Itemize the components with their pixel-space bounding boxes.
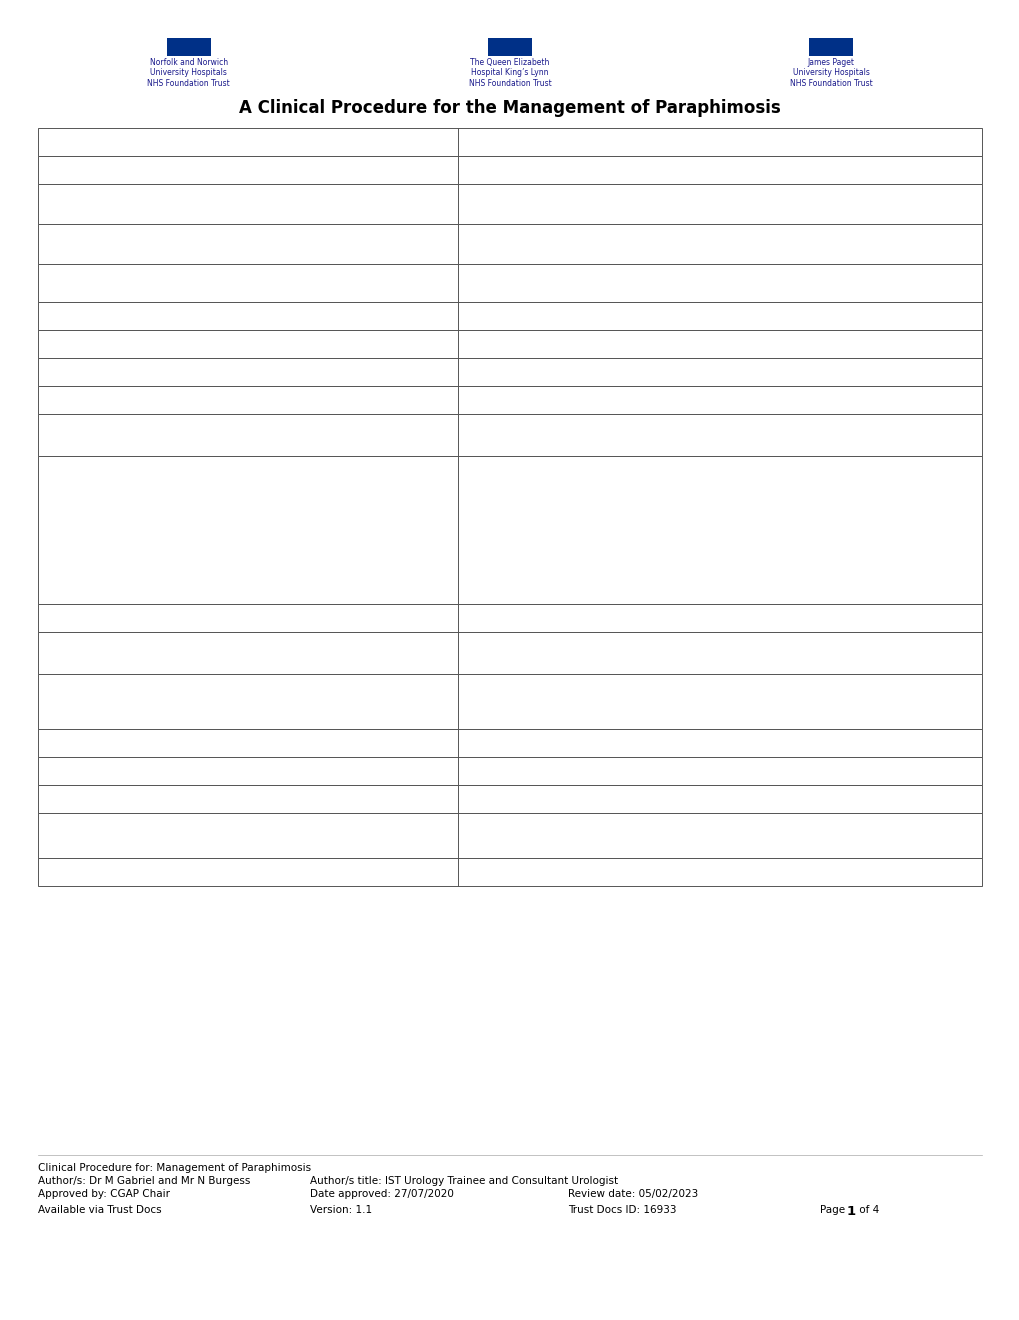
Text: Job title of author’s Line Manager:: Job title of author’s Line Manager:: [46, 393, 287, 407]
Text: NHS: NHS: [816, 41, 845, 54]
Text: of 4: of 4: [855, 1205, 878, 1214]
Text: Version No:: Version No:: [46, 792, 126, 805]
Text: Mr Mark Rochester
Urology Service Director / Consultant: Mr Mark Rochester Urology Service Direct…: [466, 421, 698, 450]
Text: Melissa Gabriel: Melissa Gabriel: [466, 309, 561, 322]
Text: No: No: [466, 866, 483, 879]
Text: Name of document author:: Name of document author:: [46, 309, 235, 322]
Text: Ratified by or reported as approved to
(if applicable):: Ratified by or reported as approved to (…: [46, 639, 317, 668]
Text: Author/s title: IST Urology Trainee and Consultant Urologist: Author/s title: IST Urology Trainee and …: [310, 1176, 618, 1185]
Text: Date of approval:: Date of approval:: [46, 611, 168, 624]
Text: If Yes - does the strategy/policy deviate: If Yes - does the strategy/policy deviat…: [46, 866, 325, 879]
Text: 1.1: 1.1: [466, 792, 485, 805]
Text: This document remains current after this date: This document remains current after this…: [46, 696, 335, 708]
Text: Version: 1.1: Version: 1.1: [310, 1205, 372, 1214]
Text: Trust Docs ID: 16933: Trust Docs ID: 16933: [568, 1205, 676, 1214]
Text: Junior Doctors / Specialist Nurses /
Physician Associates: Junior Doctors / Specialist Nurses / Phy…: [466, 190, 682, 219]
Text: Neil Burgess: Neil Burgess: [466, 737, 544, 750]
Text: 1: 1: [846, 1205, 855, 1218]
Text: Norfolk and Norwich
University Hospitals
NHS Foundation Trust: Norfolk and Norwich University Hospitals…: [147, 58, 230, 88]
Text: Page: Page: [819, 1205, 848, 1214]
Text: Department Governance Meeting
10 December 2019

Urology Division Governance
31 D: Department Governance Meeting 10 Decembe…: [466, 463, 698, 602]
Text: Review date: 05/02/2023: Review date: 05/02/2023: [568, 1189, 698, 1199]
Text: Available via Trust Docs: Available via Trust Docs: [38, 1205, 161, 1214]
Text: The Queen Elizabeth
Hospital King’s Lynn
NHS Foundation Trust: The Queen Elizabeth Hospital King’s Lynn…: [468, 58, 551, 88]
Text: To be reviewed by:: To be reviewed by:: [46, 737, 178, 750]
Text: Key words:: Key words:: [46, 276, 123, 289]
Text: For use in:: For use in:: [46, 136, 120, 149]
Text: Assessed and approved by the:: Assessed and approved by the:: [46, 524, 266, 536]
Text: Supported by:: Supported by:: [46, 429, 146, 441]
Text: 16933: 16933: [466, 764, 505, 777]
Text: Reference and / or Trust Docs ID No:: Reference and / or Trust Docs ID No:: [46, 764, 301, 777]
Text: By:: By:: [46, 164, 68, 177]
Text: All Medical staff: All Medical staff: [466, 164, 566, 177]
Text: Wards and A&E: Wards and A&E: [466, 136, 562, 149]
Text: Division responsible for document:: Division responsible for document:: [46, 238, 290, 251]
Text: Job title of document author:: Job title of document author:: [46, 338, 250, 351]
Text: Name of document author’s Line Manager:: Name of document author’s Line Manager:: [46, 366, 347, 379]
Text: Approved by: CGAP Chair: Approved by: CGAP Chair: [38, 1189, 170, 1199]
Text: Date approved: 27/07/2020: Date approved: 27/07/2020: [310, 1189, 453, 1199]
Text: To be reviewed before:: To be reviewed before:: [46, 681, 207, 694]
Text: Paraphimosis, foreskin: Paraphimosis, foreskin: [466, 276, 606, 289]
Text: Clinical Procedure for: Management of Paraphimosis: Clinical Procedure for: Management of Pa…: [38, 1163, 311, 1173]
Text: IST Urology Trainee: IST Urology Trainee: [466, 338, 587, 351]
Text: James Paget
University Hospitals
NHS Foundation Trust: James Paget University Hospitals NHS Fou…: [789, 58, 872, 88]
Text: 27/07/2020: 27/07/2020: [466, 611, 538, 624]
Text: Surgical Division: Surgical Division: [466, 238, 570, 251]
Text: A Clinical Procedure for the Management of Paraphimosis: A Clinical Procedure for the Management …: [238, 99, 781, 117]
Text: Compliance links:: Compliance links:: [46, 820, 169, 833]
Text: 05/02/2023: 05/02/2023: [466, 696, 538, 708]
Text: Clinical Safety and Effectiveness Sub-Board: Clinical Safety and Effectiveness Sub-Bo…: [466, 647, 739, 660]
Text: Author/s: Dr M Gabriel and Mr N Burgess: Author/s: Dr M Gabriel and Mr N Burgess: [38, 1176, 250, 1185]
Text: (is there any NICE related to
guidance): (is there any NICE related to guidance): [151, 820, 333, 849]
Text: N/A: N/A: [466, 829, 488, 842]
Text: Neil Burgess: Neil Burgess: [466, 366, 544, 379]
Text: NHS: NHS: [174, 41, 203, 54]
Text: but will be under review: but will be under review: [46, 709, 197, 722]
Text: Consultant Urologist: Consultant Urologist: [466, 393, 593, 407]
Text: For:: For:: [46, 198, 73, 210]
Text: NHS: NHS: [495, 41, 524, 54]
